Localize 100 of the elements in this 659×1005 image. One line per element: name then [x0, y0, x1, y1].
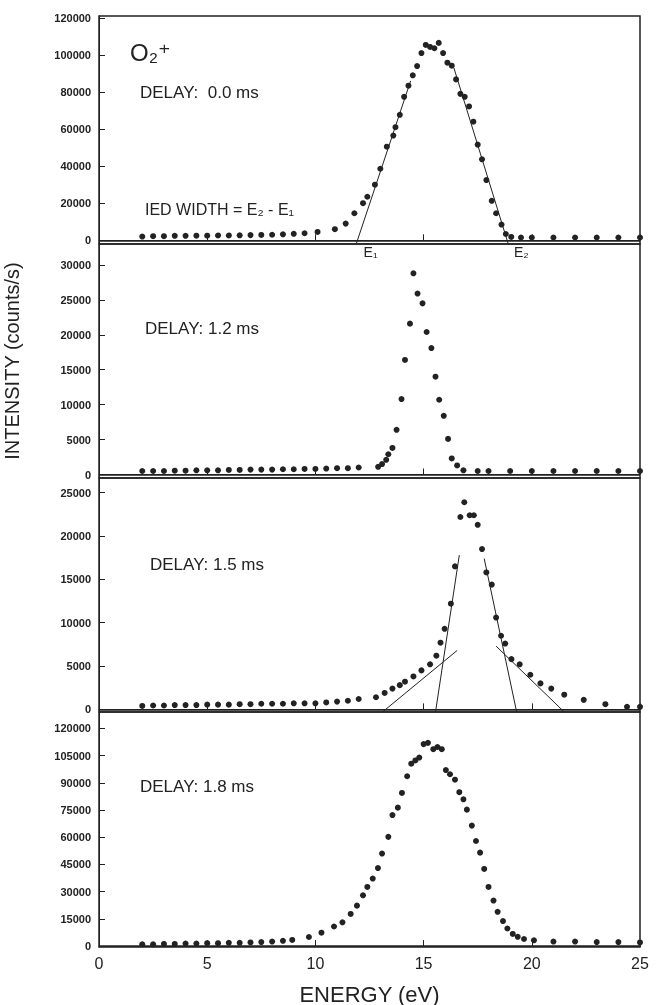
point — [448, 62, 455, 69]
point — [150, 233, 157, 240]
annotation: E₂ — [514, 244, 529, 261]
point — [215, 232, 222, 239]
point — [428, 345, 435, 352]
point — [236, 701, 243, 708]
point — [431, 45, 438, 52]
point — [410, 673, 417, 680]
point — [269, 466, 276, 473]
x-tick-label: 25 — [631, 954, 649, 972]
y-tick-label: 0 — [84, 940, 91, 953]
point — [479, 546, 486, 553]
point — [247, 232, 254, 239]
y-tick-label: 25000 — [60, 293, 91, 306]
point — [301, 700, 308, 707]
point — [182, 702, 189, 709]
point — [406, 320, 413, 327]
point — [423, 329, 430, 336]
point — [258, 231, 265, 238]
point — [331, 226, 338, 233]
point — [418, 667, 425, 674]
point — [193, 232, 200, 239]
y-tick-label: 20000 — [60, 197, 91, 210]
point — [461, 499, 468, 506]
point — [258, 700, 265, 707]
point — [385, 451, 392, 458]
point — [474, 468, 481, 475]
point — [436, 396, 443, 403]
point — [290, 700, 297, 707]
point — [466, 103, 473, 110]
point — [171, 467, 178, 474]
point — [445, 435, 452, 442]
point — [537, 680, 544, 687]
point — [402, 356, 408, 363]
point — [139, 468, 146, 475]
point — [193, 467, 200, 474]
point — [344, 465, 351, 472]
point — [624, 703, 631, 710]
point — [433, 652, 440, 659]
y-tick-label: 40000 — [60, 160, 91, 173]
point — [182, 232, 189, 239]
point — [258, 466, 265, 473]
point — [301, 230, 308, 237]
y-tick-label: 20000 — [60, 328, 91, 341]
annotation: O₂⁺ — [130, 38, 171, 66]
point — [323, 465, 330, 472]
point — [171, 702, 178, 709]
point — [355, 696, 362, 702]
point — [301, 465, 308, 472]
x-tick-label: 15 — [414, 954, 433, 972]
y-tick-label: 45000 — [60, 858, 91, 871]
point — [215, 467, 222, 474]
point — [150, 468, 157, 475]
point — [402, 678, 408, 685]
y-tick-label: 100000 — [54, 48, 91, 61]
point — [580, 696, 587, 703]
point — [572, 468, 579, 475]
point — [334, 698, 341, 705]
point — [290, 466, 297, 473]
point — [323, 699, 330, 706]
point — [485, 468, 492, 475]
point — [517, 234, 524, 241]
point — [527, 671, 534, 678]
annotation: IED WIDTH = E₂ - E₁ — [145, 200, 294, 218]
point — [444, 59, 451, 66]
point — [507, 468, 514, 475]
y-tick-label: 120000 — [54, 11, 91, 24]
point — [396, 682, 403, 689]
annotation: DELAY: 1.5 ms — [150, 554, 265, 574]
point — [508, 233, 515, 240]
point — [379, 461, 386, 468]
y-tick-label: 30000 — [60, 885, 91, 898]
point — [383, 456, 390, 463]
point — [440, 412, 447, 419]
point — [373, 694, 379, 701]
y-tick-label: 80000 — [60, 86, 91, 98]
x-tick-label: 10 — [306, 954, 325, 972]
point — [360, 200, 367, 207]
y-tick-label: 5000 — [66, 660, 91, 673]
point — [602, 701, 609, 708]
point — [150, 702, 157, 709]
point — [393, 426, 400, 433]
point — [441, 625, 448, 632]
point — [269, 700, 276, 707]
y-tick-label: 60000 — [60, 831, 91, 844]
x-tick-label: 20 — [522, 954, 541, 972]
point — [516, 661, 523, 668]
point — [432, 373, 439, 380]
point — [225, 701, 232, 708]
point — [409, 72, 416, 79]
point — [561, 691, 568, 698]
x-tick-label: 5 — [202, 954, 212, 972]
point — [160, 702, 167, 709]
point — [418, 50, 425, 57]
point — [279, 466, 286, 473]
point — [457, 514, 464, 520]
point — [440, 50, 447, 57]
y-tick-label: 60000 — [60, 123, 91, 136]
point — [414, 63, 421, 70]
y-tick-label: 20000 — [60, 530, 91, 543]
